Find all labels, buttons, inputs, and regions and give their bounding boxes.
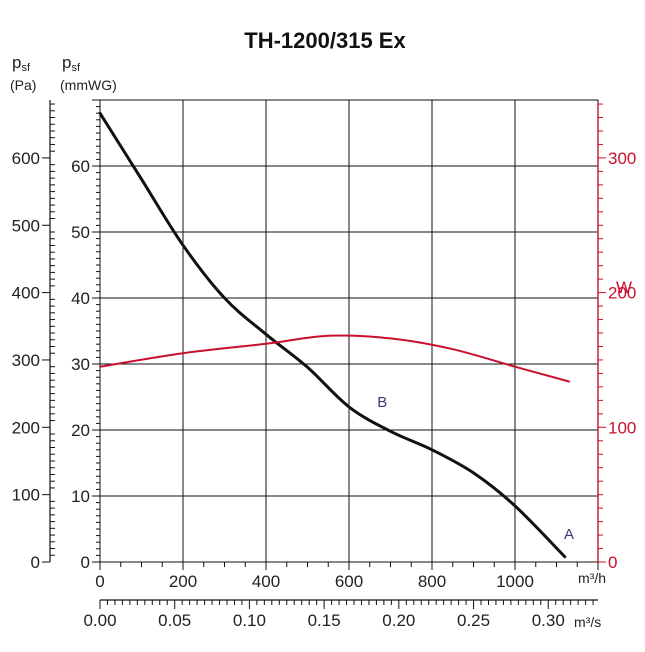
x-axis-unit: m³/h bbox=[578, 570, 606, 586]
x-axis-secondary-tick-label: 0.00 bbox=[83, 611, 116, 630]
x-axis-tick-label: 1000 bbox=[496, 572, 534, 591]
y-axis-mmwg-tick-label: 40 bbox=[71, 289, 90, 308]
power-curve bbox=[99, 334, 570, 383]
chart-axes bbox=[42, 99, 606, 609]
x-axis-secondary-tick-label: 0.10 bbox=[233, 611, 266, 630]
x-axis-tick-label: 800 bbox=[418, 572, 446, 591]
y-axis-mmwg-tick-label: 30 bbox=[71, 355, 90, 374]
x-axis-secondary-tick-label: 0.25 bbox=[457, 611, 490, 630]
y-axis-pa-tick-label: 400 bbox=[12, 284, 40, 303]
y-axis-pa-tick-label: 0 bbox=[31, 553, 40, 572]
y-axis-pa-tick-label: 100 bbox=[12, 486, 40, 505]
y-axis-mmwg-tick-label: 50 bbox=[71, 223, 90, 242]
y-axis-mmwg-label: psf bbox=[62, 53, 81, 74]
y-axis-pa-tick-label: 600 bbox=[12, 149, 40, 168]
pressure-curve bbox=[98, 111, 567, 559]
x-axis-tick-label: 600 bbox=[335, 572, 363, 591]
tick-labels: 0100200300400500600010203040506001002003… bbox=[12, 149, 637, 630]
x-axis-secondary-tick-label: 0.30 bbox=[532, 611, 565, 630]
y-axis-power-tick-label: 200 bbox=[608, 284, 636, 303]
y-axis-pa-tick-label: 500 bbox=[12, 216, 40, 235]
y-axis-pa-tick-label: 200 bbox=[12, 418, 40, 437]
x-axis-tick-label: 200 bbox=[169, 572, 197, 591]
y-axis-mmwg-tick-label: 60 bbox=[71, 157, 90, 176]
y-axis-power-unit: W bbox=[616, 278, 632, 297]
x-axis-tick-label: 0 bbox=[95, 572, 104, 591]
y-axis-power-tick-label: 100 bbox=[608, 418, 636, 437]
y-axis-mmwg-tick-label: 10 bbox=[71, 487, 90, 506]
y-axis-mmwg-tick-label: 0 bbox=[81, 553, 90, 572]
y-axis-power-tick-label: 300 bbox=[608, 149, 636, 168]
plot-grid bbox=[99, 99, 599, 563]
x-axis-secondary-tick-label: 0.20 bbox=[382, 611, 415, 630]
y-axis-mmwg-unit: (mmWG) bbox=[60, 77, 117, 93]
chart-title: TH-1200/315 Ex bbox=[244, 28, 406, 53]
y-axis-power-tick-label: 0 bbox=[608, 553, 617, 572]
y-axis-pa-label: psf bbox=[12, 53, 31, 74]
chart-series bbox=[98, 111, 570, 559]
x-axis-secondary-tick-label: 0.05 bbox=[158, 611, 191, 630]
y-axis-mmwg-tick-label: 20 bbox=[71, 421, 90, 440]
x-axis-secondary-tick-label: 0.15 bbox=[308, 611, 341, 630]
chart-annotations: BA bbox=[377, 394, 574, 543]
y-axis-pa-tick-label: 300 bbox=[12, 351, 40, 370]
y-axis-pa-unit: (Pa) bbox=[10, 77, 36, 93]
x-axis-tick-label: 400 bbox=[252, 572, 280, 591]
x-axis-secondary-unit: m³/s bbox=[574, 614, 601, 630]
annotation-a: A bbox=[564, 526, 574, 543]
annotation-b: B bbox=[377, 394, 387, 411]
